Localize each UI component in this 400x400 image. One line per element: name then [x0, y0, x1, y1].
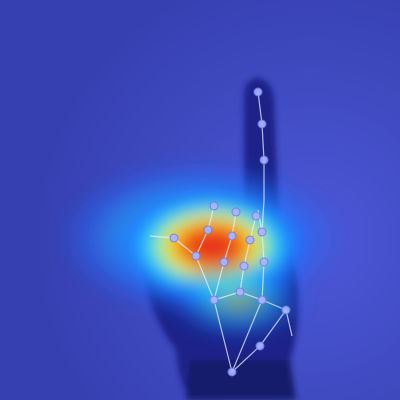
- keypoint-marker: [235, 287, 245, 297]
- keypoint-marker: [239, 261, 249, 271]
- keypoint-marker: [253, 87, 263, 97]
- keypoint-marker: [281, 305, 291, 315]
- keypoint-marker: [169, 233, 179, 243]
- keypoint-marker: [191, 251, 201, 261]
- keypoint-marker: [209, 201, 219, 211]
- keypoint-marker: [255, 341, 265, 351]
- skeleton-line: [213, 211, 237, 301]
- keypoint-marker: [203, 225, 213, 235]
- keypoint-marker: [231, 207, 241, 217]
- keypoint-marker: [259, 257, 269, 267]
- keypoint-marker: [257, 227, 267, 237]
- keypoint-marker: [257, 295, 267, 305]
- keypoint-marker: [227, 367, 237, 377]
- hand-keypoints: [169, 87, 291, 377]
- keypoint-marker: [259, 155, 269, 165]
- keypoint-marker: [245, 235, 255, 245]
- keypoint-marker: [257, 119, 267, 129]
- keypoint-marker: [227, 231, 237, 241]
- keypoint-marker: [209, 295, 219, 305]
- heatmap-overlay: [60, 160, 340, 340]
- keypoint-marker: [251, 211, 261, 221]
- keypoint-marker: [219, 257, 229, 267]
- skeleton-line: [239, 215, 257, 293]
